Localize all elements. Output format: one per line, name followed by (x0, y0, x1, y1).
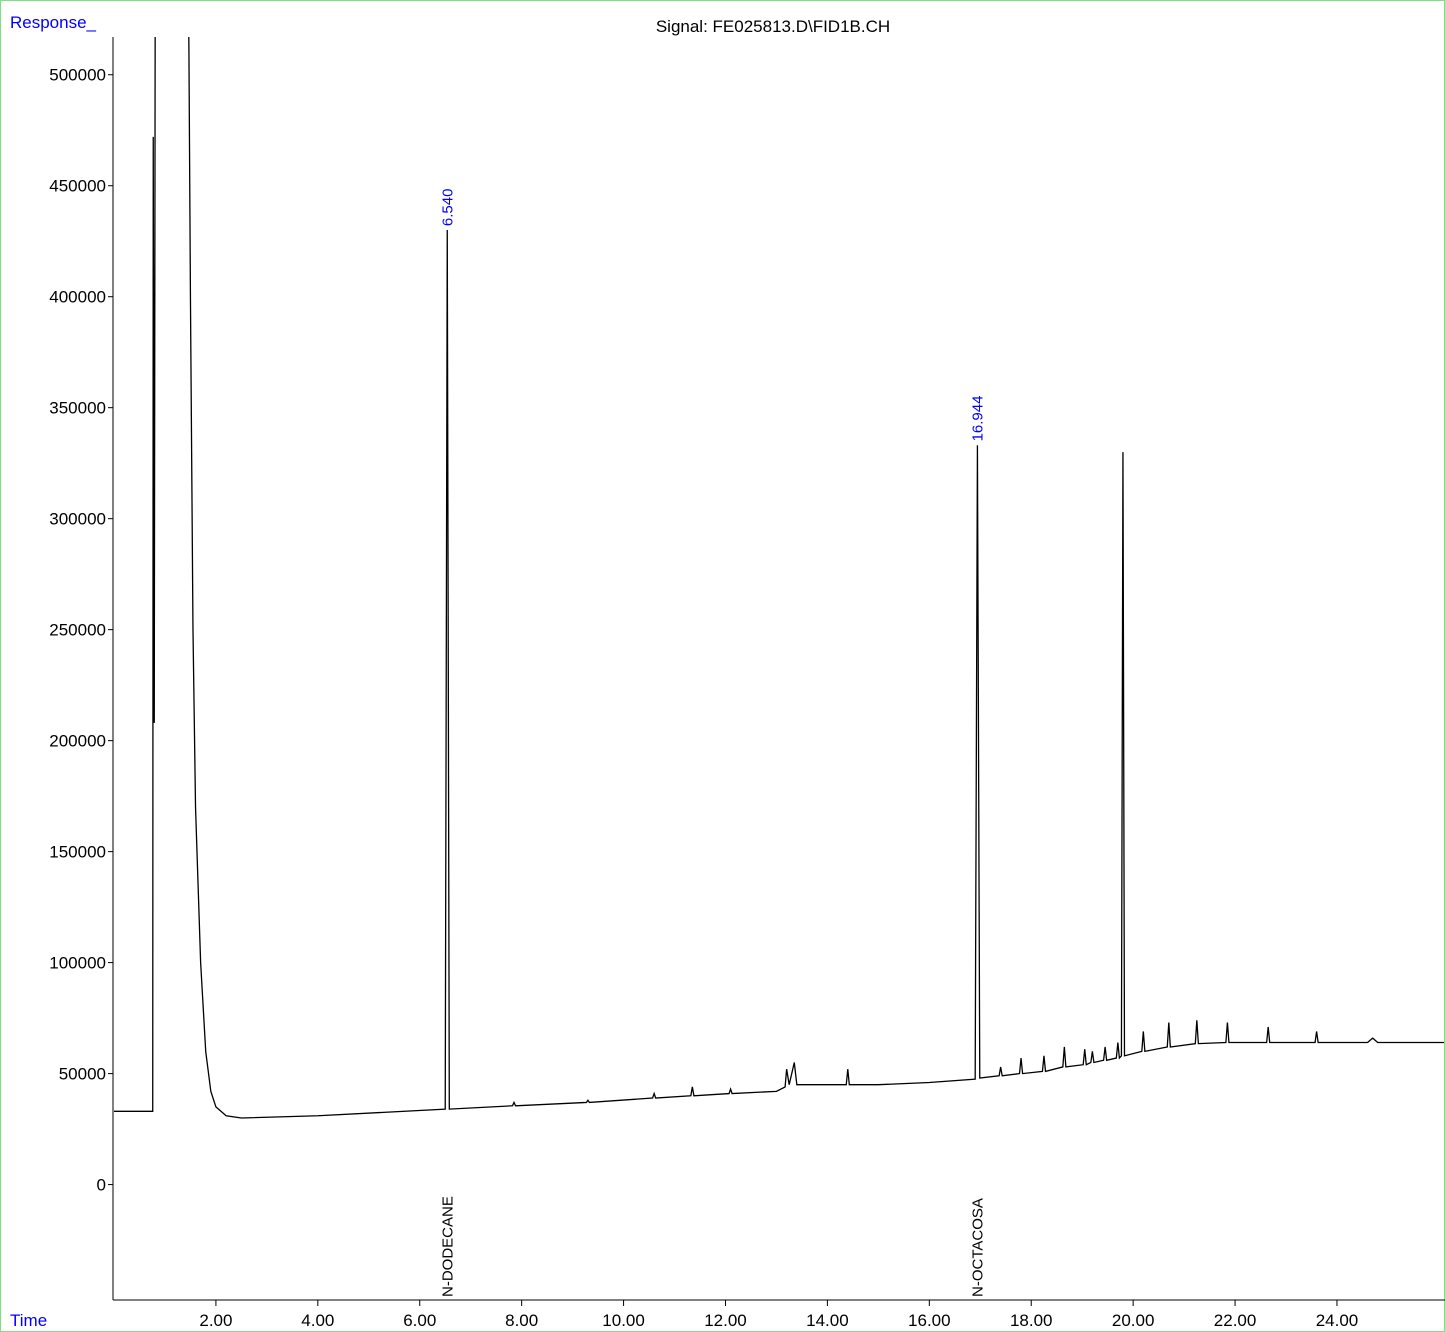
y-tick-label: 200000 (49, 732, 106, 751)
x-axis-label: Time (10, 1311, 47, 1330)
x-tick-label: 18.00 (1010, 1311, 1053, 1330)
x-tick-label: 8.00 (505, 1311, 538, 1330)
x-tick-label: 6.00 (403, 1311, 436, 1330)
x-tick-label: 16.00 (908, 1311, 951, 1330)
y-tick-label: 0 (97, 1176, 106, 1195)
signal-line (114, 37, 1444, 1119)
chart-title: Signal: FE025813.D\FID1B.CH (656, 17, 890, 36)
y-tick-label: 100000 (49, 954, 106, 973)
y-tick-label: 50000 (59, 1065, 106, 1084)
y-tick-label: 250000 (49, 621, 106, 640)
x-tick-label: 22.00 (1214, 1311, 1257, 1330)
peak-time-label: 16.944 (969, 396, 986, 442)
y-axis-label: Response_ (10, 13, 97, 32)
y-tick-label: 150000 (49, 843, 106, 862)
y-tick-label: 350000 (49, 399, 106, 418)
x-tick-label: 12.00 (704, 1311, 747, 1330)
y-tick-label: 450000 (49, 177, 106, 196)
x-tick-label: 24.00 (1316, 1311, 1359, 1330)
compound-label: N-DODECANE (439, 1196, 456, 1297)
y-tick-label: 500000 (49, 66, 106, 85)
compound-label: N-OCTACOSA (969, 1198, 986, 1297)
peak-time-label: 6.540 (439, 189, 456, 227)
x-tick-label: 10.00 (602, 1311, 645, 1330)
x-tick-label: 4.00 (301, 1311, 334, 1330)
y-tick-label: 300000 (49, 510, 106, 529)
x-tick-label: 20.00 (1112, 1311, 1155, 1330)
y-tick-label: 400000 (49, 288, 106, 307)
plot-area (114, 37, 1444, 1119)
x-tick-label: 14.00 (806, 1311, 849, 1330)
x-tick-label: 2.00 (199, 1311, 232, 1330)
